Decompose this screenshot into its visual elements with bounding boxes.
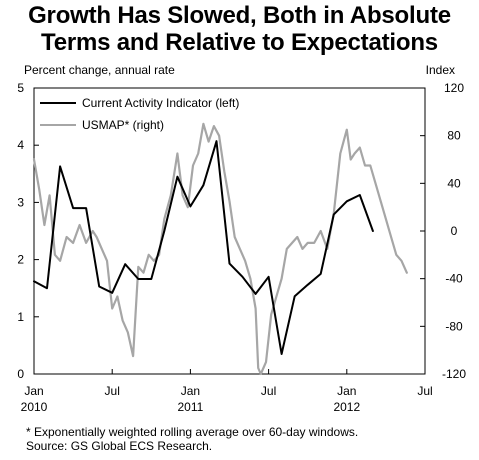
x-tick-year-label: 2010 bbox=[21, 400, 48, 414]
left-tick-label: 1 bbox=[17, 310, 24, 324]
series-line-usmap bbox=[32, 122, 408, 376]
right-axis-label: Index bbox=[425, 63, 455, 77]
left-tick-label: 3 bbox=[17, 195, 24, 209]
left-tick-label: 4 bbox=[17, 138, 24, 152]
x-tick-year-label: 2012 bbox=[333, 400, 360, 414]
legend-entry: Current Activity Indicator (left) bbox=[82, 96, 239, 110]
left-tick-label: 2 bbox=[17, 253, 24, 267]
chart-title-line-1: Growth Has Slowed, Both in Absolute bbox=[28, 2, 451, 29]
right-tick-label: 120 bbox=[444, 81, 464, 95]
right-tick-label: -40 bbox=[445, 272, 463, 286]
x-tick-label: Jul bbox=[417, 384, 432, 398]
right-tick-label: -120 bbox=[442, 367, 466, 381]
left-tick-label: 5 bbox=[17, 81, 24, 95]
left-tick-label: 0 bbox=[17, 367, 24, 381]
x-tick-label: Jan bbox=[24, 384, 43, 398]
series-line-current-activity bbox=[33, 140, 374, 355]
right-tick-label: 40 bbox=[447, 176, 461, 190]
right-tick-label: 0 bbox=[451, 224, 458, 238]
x-tick-label: Jan bbox=[181, 384, 200, 398]
x-tick-year-label: 2011 bbox=[177, 400, 203, 414]
right-tick-label: -80 bbox=[445, 319, 463, 333]
left-axis-label: Percent change, annual rate bbox=[24, 63, 175, 77]
x-tick-label: Jan bbox=[337, 384, 356, 398]
x-tick-label: Jul bbox=[261, 384, 276, 398]
chart-title-line-2: Terms and Relative to Expectations bbox=[41, 29, 438, 56]
x-tick-label: Jul bbox=[105, 384, 120, 398]
right-tick-label: 80 bbox=[447, 129, 461, 143]
source-note: Source: GS Global ECS Research. bbox=[26, 439, 213, 453]
footnote: * Exponentially weighted rolling average… bbox=[26, 425, 359, 439]
legend-entry: USMAP* (right) bbox=[82, 118, 164, 132]
